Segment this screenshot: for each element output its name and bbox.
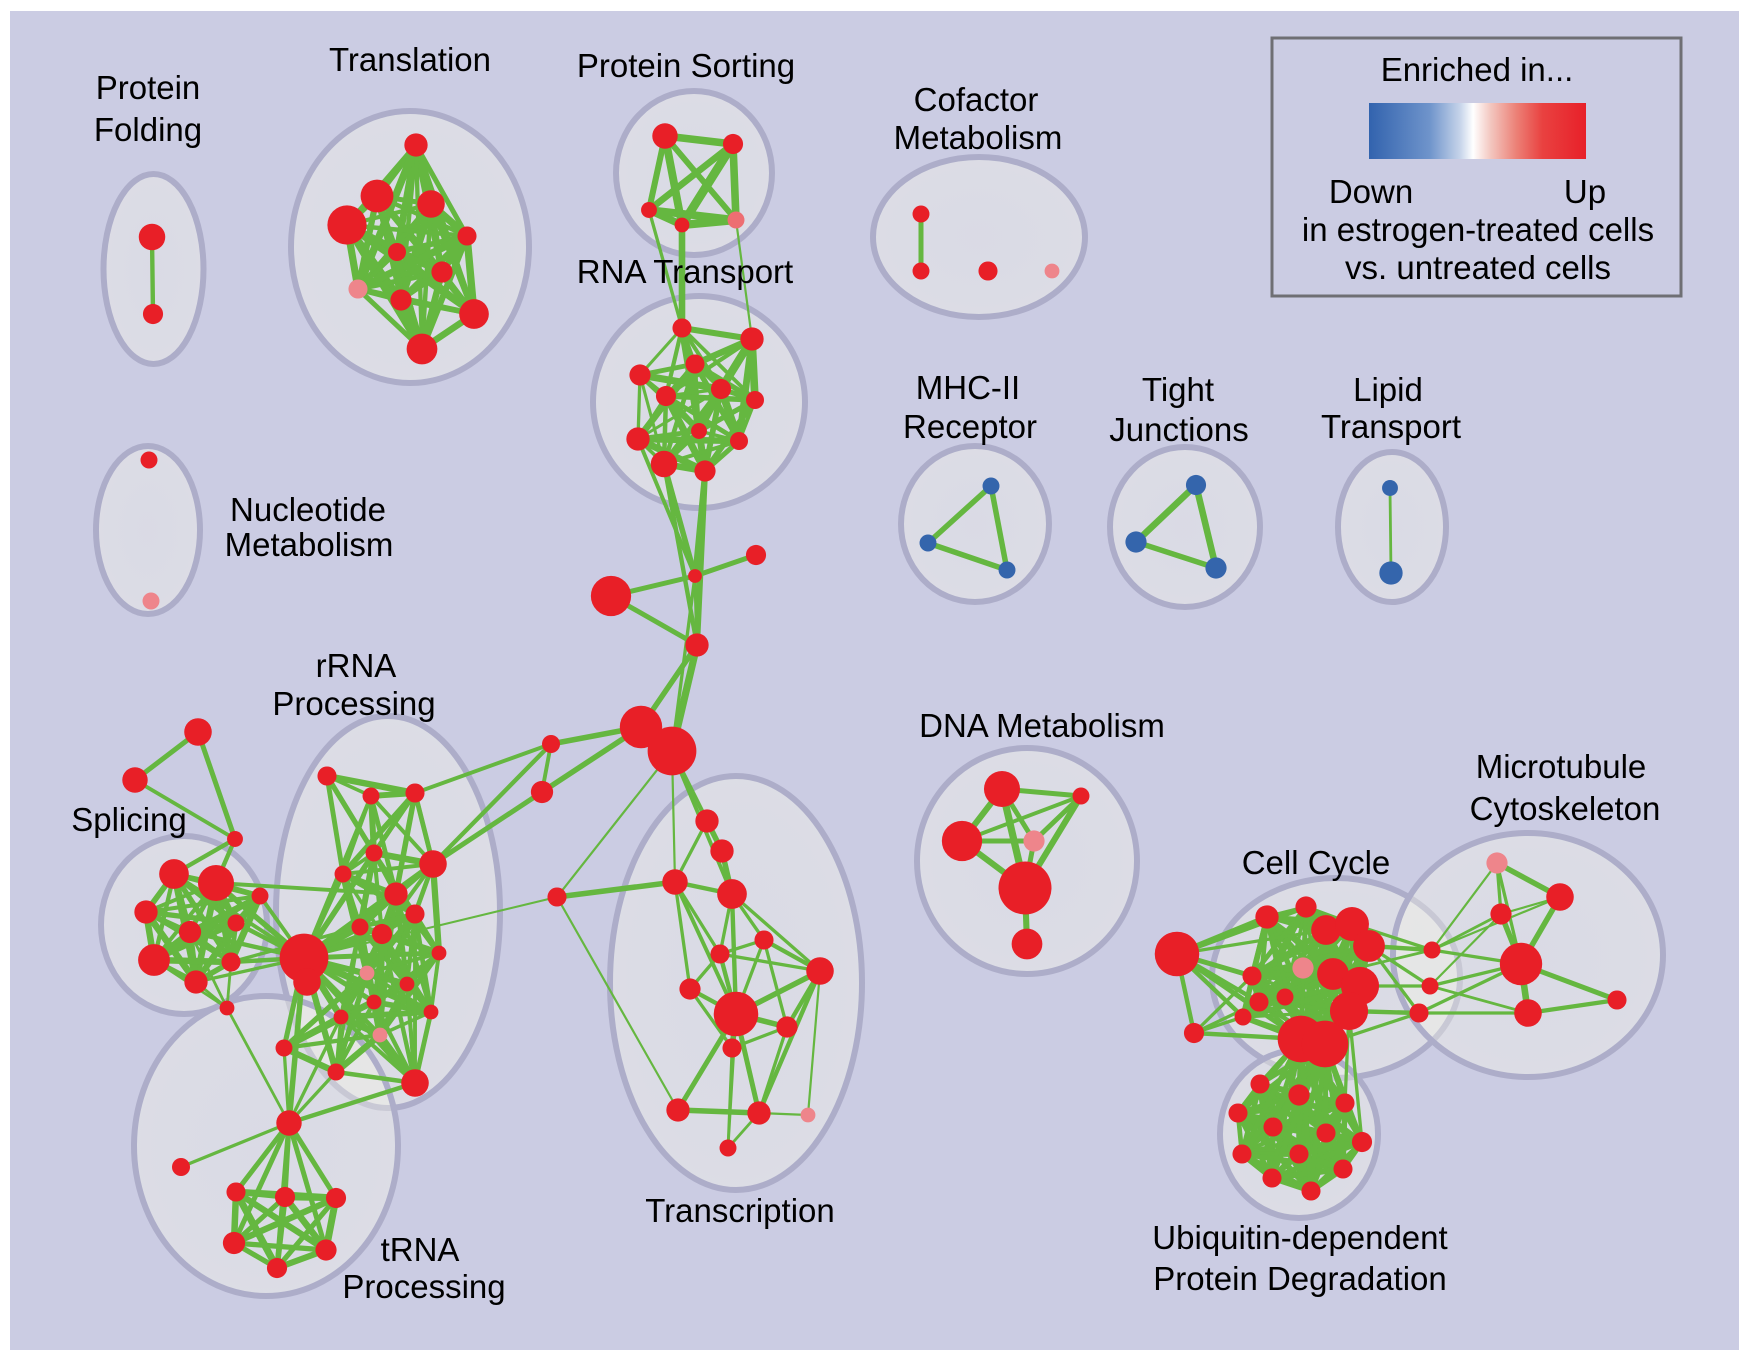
svg-text:Transport: Transport — [1321, 408, 1461, 445]
svg-text:rRNA: rRNA — [316, 647, 397, 684]
svg-text:Cell Cycle: Cell Cycle — [1242, 844, 1391, 881]
svg-text:vs. untreated cells: vs. untreated cells — [1345, 249, 1611, 286]
svg-text:Up: Up — [1564, 173, 1606, 210]
svg-text:Cytoskeleton: Cytoskeleton — [1470, 790, 1661, 827]
svg-text:Cofactor: Cofactor — [914, 81, 1039, 118]
svg-text:Tight: Tight — [1142, 371, 1214, 408]
svg-text:Protein: Protein — [96, 69, 201, 106]
svg-text:RNA Transport: RNA Transport — [577, 253, 793, 290]
svg-text:Protein Sorting: Protein Sorting — [577, 47, 795, 84]
svg-text:MHC-II: MHC-II — [916, 369, 1020, 406]
svg-text:Processing: Processing — [272, 685, 435, 722]
svg-text:Receptor: Receptor — [903, 408, 1037, 445]
svg-text:Translation: Translation — [329, 41, 491, 78]
svg-text:Transcription: Transcription — [645, 1192, 835, 1229]
svg-text:Ubiquitin-dependent: Ubiquitin-dependent — [1152, 1219, 1447, 1256]
svg-text:Microtubule: Microtubule — [1476, 748, 1647, 785]
svg-text:tRNA: tRNA — [381, 1231, 460, 1268]
svg-text:Junctions: Junctions — [1109, 411, 1248, 448]
svg-text:Metabolism: Metabolism — [225, 526, 394, 563]
svg-text:DNA Metabolism: DNA Metabolism — [919, 707, 1165, 744]
svg-text:Processing: Processing — [342, 1268, 505, 1305]
svg-text:Enriched in...: Enriched in... — [1381, 51, 1574, 88]
svg-text:Splicing: Splicing — [71, 801, 187, 838]
svg-text:Protein Degradation: Protein Degradation — [1153, 1260, 1447, 1297]
svg-text:Down: Down — [1329, 173, 1413, 210]
svg-text:Nucleotide: Nucleotide — [230, 491, 386, 528]
svg-text:in estrogen-treated cells: in estrogen-treated cells — [1302, 211, 1654, 248]
svg-text:Lipid: Lipid — [1353, 371, 1423, 408]
svg-text:Metabolism: Metabolism — [894, 119, 1063, 156]
svg-text:Folding: Folding — [94, 111, 202, 148]
